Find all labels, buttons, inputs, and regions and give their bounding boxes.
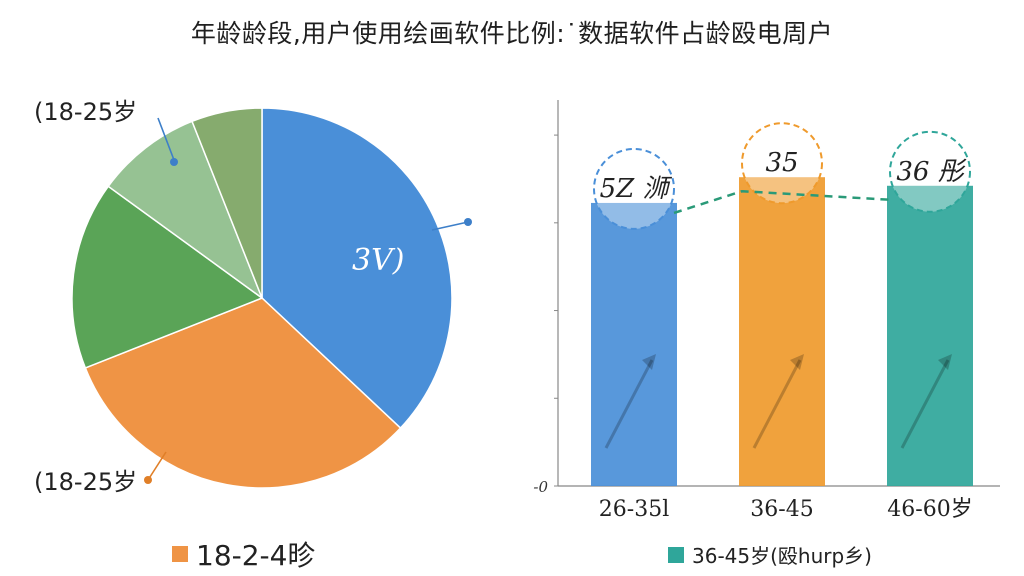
pie-chart: 3V)	[71, 107, 472, 489]
trend-line	[673, 189, 891, 215]
pie-slice-4	[107, 120, 264, 301]
pie-leader-line	[431, 221, 469, 231]
pie-slice-label: 3V)	[352, 243, 404, 278]
pie-leader-dot	[170, 158, 178, 166]
y-tick-label: -0	[533, 478, 548, 496]
bar-arrow-head	[642, 354, 656, 370]
bar-arrow-head	[938, 354, 952, 370]
pie-slice-3	[71, 185, 264, 369]
bar-data-label: 36 彤	[896, 157, 966, 187]
bar-chart: -0 5Z 浉 26-35l 35 36-45 36 彤 46-60岁	[533, 100, 1000, 522]
bar-arrow	[604, 359, 654, 449]
pie-label-bottom: (18-25岁	[34, 468, 138, 496]
bar-1	[591, 202, 677, 486]
bar-legend-swatch	[668, 546, 684, 563]
chart-title: 年龄龄段,用户使用绘画软件比例:˙数据软件占龄殴电周户	[190, 19, 834, 48]
pie-slice-1	[261, 107, 453, 430]
bar-label-circle	[889, 130, 971, 213]
bar-label-circle	[741, 122, 823, 205]
pie-legend-label: 18-2-4昣	[196, 539, 316, 572]
pie-leader-line	[157, 117, 175, 161]
x-tick-label: 46-60岁	[887, 497, 972, 522]
x-tick-label: 26-35l	[599, 497, 669, 522]
pie-leader-line	[147, 451, 167, 481]
bar-arrow	[900, 359, 950, 449]
pie-slice-2	[84, 297, 402, 489]
bar-2	[739, 177, 825, 486]
bar-arrow	[752, 359, 802, 449]
pie-leader-dot	[464, 218, 472, 226]
x-tick-label: 36-45	[750, 497, 813, 522]
bar-legend-label: 36-45岁(殴hurp乡)	[692, 544, 872, 568]
bar-data-label: 35	[765, 148, 798, 178]
bar-data-label: 5Z 浉	[600, 174, 673, 204]
bar-label-circle	[593, 147, 675, 230]
bar-arrow-head	[790, 354, 804, 370]
pie-legend: 18-2-4昣	[172, 534, 315, 574]
pie-slice-5	[191, 107, 263, 299]
bar-3	[887, 185, 973, 486]
pie-leader-dot	[144, 476, 152, 484]
pie-label-top: (18-25岁	[34, 98, 138, 126]
bar-legend: 36-45岁(殴hurp乡)	[668, 540, 872, 569]
pie-legend-swatch	[172, 546, 188, 562]
